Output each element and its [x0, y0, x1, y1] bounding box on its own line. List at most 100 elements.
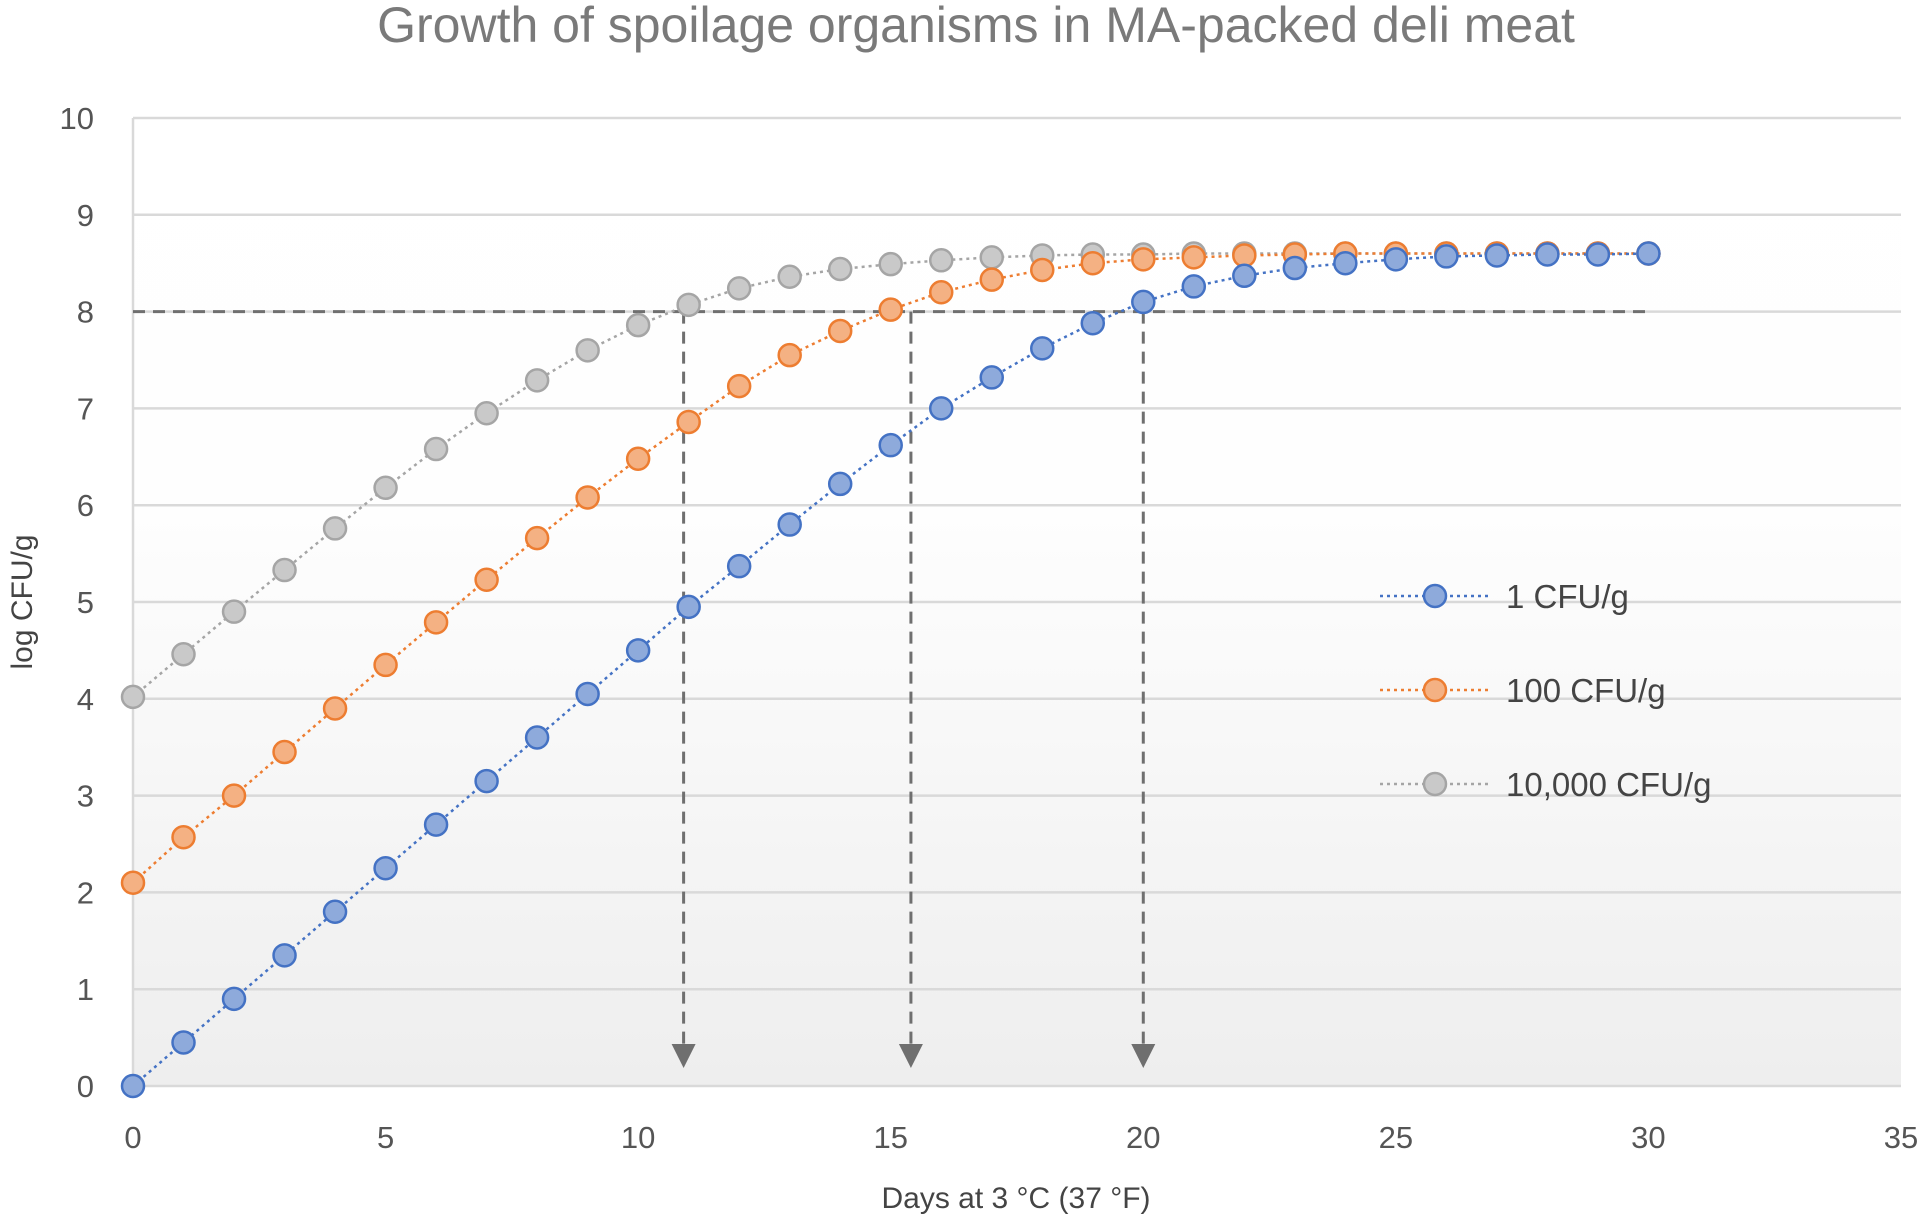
- chart-title: Growth of spoilage organisms in MA-packe…: [377, 0, 1575, 53]
- data-point: [1232, 243, 1257, 268]
- legend-label: 10,000 CFU/g: [1506, 766, 1711, 803]
- data-point: [878, 432, 903, 458]
- data-point: [827, 471, 853, 497]
- drop-arrow-head: [898, 1044, 923, 1068]
- data-point: [676, 292, 701, 318]
- data-point: [979, 267, 1004, 292]
- data-point: [928, 279, 954, 305]
- data-point: [777, 512, 802, 537]
- data-point: [171, 642, 196, 667]
- data-point: [1181, 274, 1207, 299]
- data-point: [575, 485, 600, 510]
- data-point: [524, 525, 550, 551]
- data-point: [322, 696, 348, 721]
- data-point: [272, 739, 297, 765]
- data-point: [171, 1030, 196, 1055]
- data-point: [575, 338, 600, 363]
- x-axis-label: Days at 3 °C (37 °F): [881, 1182, 1150, 1215]
- data-point: [474, 400, 499, 426]
- data-point: [1030, 336, 1055, 361]
- data-point: [1484, 243, 1510, 268]
- data-point: [1383, 247, 1409, 272]
- data-point: [1535, 242, 1560, 267]
- data-point: [726, 276, 752, 301]
- drop-arrow-head: [671, 1044, 696, 1068]
- data-point: [373, 475, 398, 501]
- data-point: [827, 256, 853, 282]
- data-point: [272, 557, 297, 583]
- data-point: [777, 264, 802, 290]
- reference-lines: [133, 310, 1649, 1068]
- data-point: [979, 245, 1004, 270]
- legend-label: 100 CFU/g: [1506, 672, 1666, 709]
- y-axis-label: log CFU/g: [6, 534, 39, 669]
- legend-marker: [1422, 677, 1448, 703]
- legend-marker: [1422, 583, 1448, 609]
- data-point: [1080, 250, 1106, 276]
- y-tick-label: 9: [77, 198, 94, 233]
- data-point: [878, 251, 903, 277]
- data-point: [1080, 310, 1106, 336]
- data-point: [423, 610, 449, 635]
- data-point: [221, 986, 247, 1012]
- data-point: [373, 652, 398, 678]
- data-point: [575, 681, 600, 707]
- data-point: [726, 373, 752, 399]
- data-point: [676, 594, 701, 620]
- data-point: [777, 342, 802, 368]
- legend-marker: [1422, 771, 1448, 797]
- drop-arrow-head: [1131, 1044, 1156, 1068]
- data-point: [1232, 263, 1257, 289]
- data-point: [625, 638, 651, 663]
- data-point: [1333, 250, 1358, 276]
- data-point: [423, 436, 449, 462]
- y-tick-label: 6: [77, 488, 94, 523]
- data-point: [928, 248, 954, 273]
- x-tick-label: 15: [873, 1120, 907, 1155]
- data-point: [524, 368, 550, 393]
- data-point: [878, 297, 903, 322]
- data-point: [1181, 245, 1207, 270]
- data-point: [625, 446, 651, 471]
- data-point: [1131, 289, 1156, 315]
- data-point: [272, 943, 297, 968]
- x-tick-label: 10: [621, 1120, 655, 1155]
- x-tick-label: 5: [377, 1120, 394, 1155]
- x-tick-label: 25: [1379, 1120, 1413, 1155]
- y-axis-ticks: 0 1 2 3 4 5 6 7 8 9 10: [60, 101, 94, 1104]
- y-tick-label: 1: [77, 972, 94, 1007]
- x-tick-label: 0: [124, 1120, 141, 1155]
- x-axis-ticks: 0 5 10 15 20 25 30 35: [124, 1120, 1918, 1155]
- data-point: [676, 409, 701, 435]
- data-point: [1030, 257, 1055, 283]
- gridlines: [131, 116, 1901, 1088]
- data-point: [524, 725, 550, 750]
- data-point: [928, 396, 954, 421]
- legend: 1 CFU/g 100 CFU/g 10,000 CFU/g: [1380, 578, 1711, 803]
- y-tick-label: 0: [77, 1069, 94, 1104]
- data-point: [474, 567, 499, 592]
- data-point: [625, 312, 651, 338]
- series-group: [120, 241, 1661, 1099]
- data-point: [221, 599, 247, 624]
- data-point: [474, 768, 499, 794]
- data-point: [726, 553, 752, 579]
- data-point: [827, 318, 853, 344]
- data-point: [322, 899, 348, 925]
- data-point: [1282, 255, 1308, 281]
- data-point: [120, 1073, 146, 1099]
- x-tick-label: 35: [1884, 1120, 1918, 1155]
- y-tick-label: 4: [77, 682, 94, 717]
- data-point: [322, 516, 348, 541]
- data-point: [979, 365, 1004, 390]
- y-tick-label: 3: [77, 779, 94, 814]
- y-tick-label: 8: [77, 295, 94, 330]
- data-point: [221, 783, 247, 808]
- data-point: [1585, 242, 1611, 267]
- y-tick-label: 7: [77, 391, 94, 426]
- y-tick-label: 10: [60, 101, 94, 136]
- y-tick-label: 2: [77, 875, 94, 910]
- data-point: [373, 855, 398, 881]
- data-point: [120, 684, 146, 710]
